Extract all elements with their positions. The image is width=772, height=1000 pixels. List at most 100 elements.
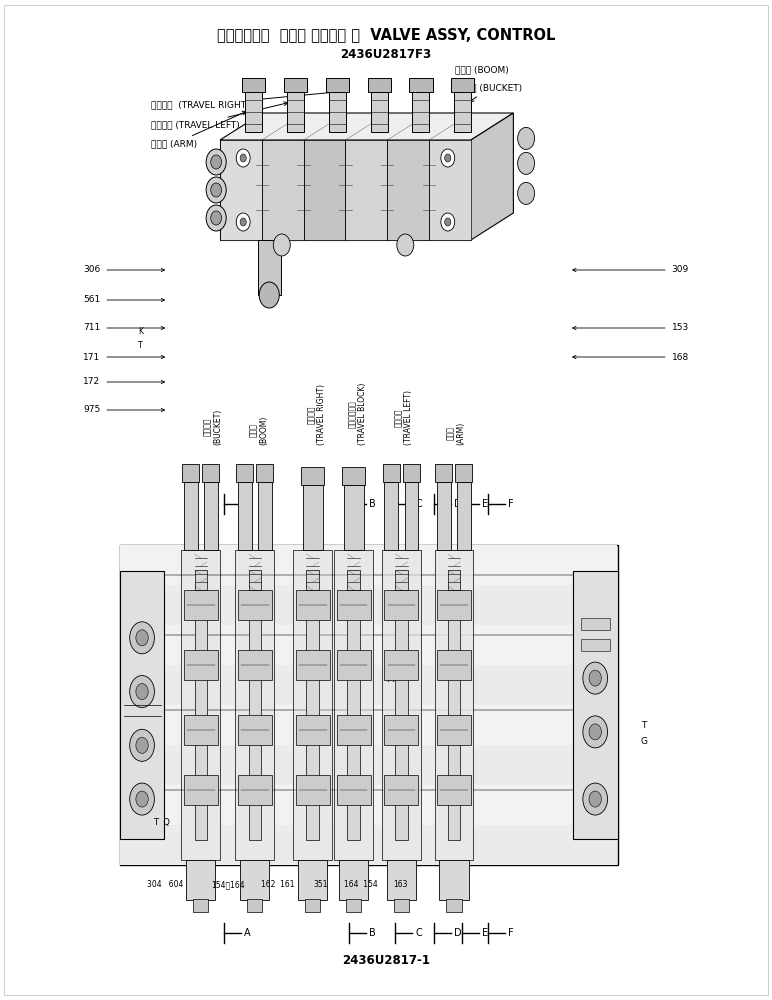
Bar [120, 625, 617, 665]
Bar [403, 464, 420, 482]
Text: 975: 975 [83, 406, 100, 414]
Bar [337, 650, 371, 680]
Bar [296, 650, 330, 680]
Circle shape [397, 234, 414, 256]
Bar [120, 585, 617, 625]
Text: 162  161: 162 161 [261, 880, 295, 889]
Circle shape [240, 218, 246, 226]
Bar [249, 570, 261, 840]
Bar [437, 775, 471, 805]
Bar [457, 482, 471, 550]
Bar [437, 482, 451, 550]
Bar [306, 570, 319, 840]
Text: 走行ブロック
(TRAVEL BLOCK): 走行ブロック (TRAVEL BLOCK) [347, 383, 367, 445]
Text: アーム (ARM): アーム (ARM) [151, 111, 246, 148]
Bar [120, 705, 617, 745]
Text: 走行・右  (TRAVEL RIGHT): 走行・右 (TRAVEL RIGHT) [151, 91, 334, 109]
Bar [454, 87, 471, 132]
Circle shape [441, 149, 455, 167]
Bar [409, 78, 432, 92]
Text: 2436U2817F3: 2436U2817F3 [340, 48, 432, 62]
Circle shape [136, 791, 148, 807]
Bar [329, 87, 346, 132]
Bar [334, 550, 373, 860]
Text: C: C [415, 928, 422, 938]
Bar [298, 860, 327, 900]
Bar [184, 775, 218, 805]
Bar [287, 87, 304, 132]
Polygon shape [471, 113, 513, 240]
Bar [437, 650, 471, 680]
Text: ブーム (BOOM): ブーム (BOOM) [455, 66, 510, 87]
Text: M: M [386, 605, 394, 614]
Bar [412, 87, 429, 132]
Text: B: B [369, 928, 376, 938]
Bar [337, 715, 371, 745]
Text: D: D [454, 499, 462, 509]
Bar [337, 775, 371, 805]
Circle shape [211, 211, 222, 225]
Circle shape [130, 622, 154, 654]
Bar [344, 485, 364, 550]
Circle shape [589, 724, 601, 740]
Polygon shape [220, 140, 471, 240]
Circle shape [240, 154, 246, 162]
Bar [256, 464, 273, 482]
Bar [120, 545, 618, 865]
Bar [258, 482, 272, 550]
Bar [247, 899, 262, 912]
Bar [182, 464, 199, 482]
Bar [238, 650, 272, 680]
Text: コントロール  バルブ アッセン ・  VALVE ASSY, CONTROL: コントロール バルブ アッセン ・ VALVE ASSY, CONTROL [217, 27, 555, 42]
Bar [303, 485, 323, 550]
Circle shape [130, 676, 154, 708]
Bar [446, 899, 462, 912]
Text: K: K [138, 328, 143, 336]
Circle shape [136, 737, 148, 753]
Bar [184, 482, 198, 550]
Circle shape [136, 684, 148, 700]
Circle shape [273, 234, 290, 256]
Bar [405, 482, 418, 550]
Circle shape [136, 630, 148, 646]
Bar [193, 899, 208, 912]
Bar [238, 775, 272, 805]
Text: 163: 163 [394, 880, 408, 889]
Circle shape [236, 149, 250, 167]
Bar [384, 482, 398, 550]
Text: 154・164: 154・164 [211, 880, 245, 889]
Bar [120, 825, 617, 865]
Circle shape [583, 716, 608, 748]
Bar [296, 590, 330, 620]
Text: 168: 168 [672, 353, 689, 361]
Bar [245, 87, 262, 132]
Bar [581, 639, 610, 651]
Bar [371, 87, 388, 132]
Bar [305, 899, 320, 912]
Bar [236, 464, 253, 482]
Text: 304   604: 304 604 [147, 880, 184, 889]
Bar [284, 78, 307, 92]
Polygon shape [346, 140, 388, 240]
Text: E: E [482, 499, 488, 509]
Bar [437, 590, 471, 620]
Circle shape [518, 152, 534, 174]
Bar [437, 715, 471, 745]
Polygon shape [303, 140, 346, 240]
Bar [240, 860, 269, 900]
Bar [435, 550, 473, 860]
Text: バケット (BUCKET): バケット (BUCKET) [455, 84, 523, 102]
Bar [326, 78, 349, 92]
Bar [301, 467, 324, 485]
Text: F: F [508, 499, 513, 509]
Text: 351: 351 [313, 880, 327, 889]
Circle shape [518, 182, 534, 204]
Bar [242, 78, 266, 92]
Circle shape [445, 154, 451, 162]
Bar [186, 860, 215, 900]
Bar [367, 78, 391, 92]
Text: ブーム
(BOOM): ブーム (BOOM) [249, 416, 269, 445]
Bar [439, 860, 469, 900]
Text: 164  154: 164 154 [344, 880, 378, 889]
Bar [384, 775, 418, 805]
